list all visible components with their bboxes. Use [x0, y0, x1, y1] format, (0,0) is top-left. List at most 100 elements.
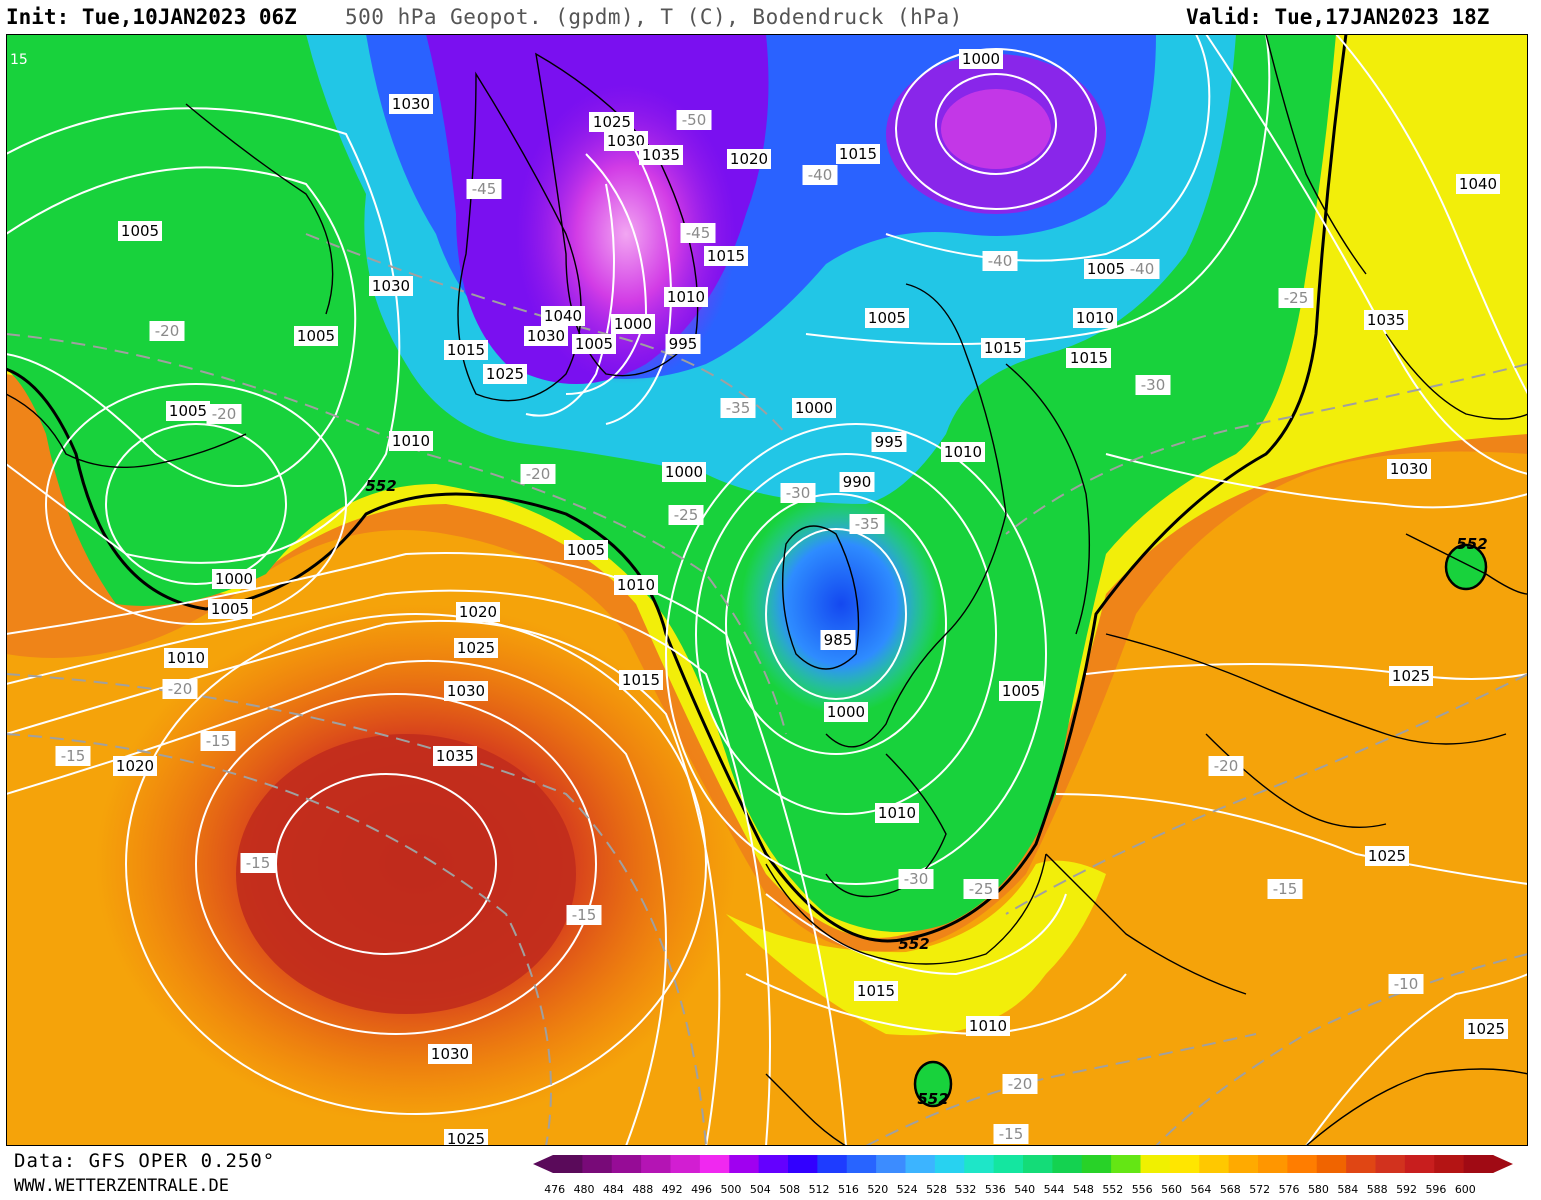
label-text: 1020 — [459, 603, 497, 621]
label-text: -25 — [969, 880, 994, 898]
colorbar-swatch — [934, 1155, 965, 1173]
colorbar-tick-label: 476 — [544, 1183, 565, 1196]
pressure-label: 1030 — [1387, 459, 1431, 479]
colorbar-tick-label: 552 — [1102, 1183, 1123, 1196]
corner-label: 15 — [10, 52, 28, 68]
label-text: 1000 — [962, 50, 1000, 68]
label-text: 1005 — [169, 402, 207, 420]
label-text: 1025 — [1467, 1020, 1505, 1038]
label-text: -15 — [999, 1125, 1024, 1143]
temperature-label: -35 — [849, 514, 885, 534]
label-background — [206, 404, 242, 424]
map-title: 500 hPa Geopot. (gpdm), T (C), Bodendruc… — [345, 5, 963, 29]
label-background — [524, 326, 568, 346]
label-background — [963, 879, 999, 899]
colorbar-swatch — [1375, 1155, 1406, 1173]
label-text: 1000 — [827, 703, 865, 721]
label-background — [664, 287, 708, 307]
label-background — [294, 326, 338, 346]
colorbar-tick-label: 528 — [926, 1183, 947, 1196]
label-text: 1040 — [1459, 175, 1497, 193]
colorbar-tick-label: 556 — [1132, 1183, 1153, 1196]
pressure-label: 995 — [871, 432, 907, 452]
colorbar-tick-label: 532 — [955, 1183, 976, 1196]
label-text: 1010 — [969, 1017, 1007, 1035]
pressure-label: 990 — [839, 472, 875, 492]
temperature-label: -25 — [1278, 288, 1314, 308]
temperature-labels: -45 -50 -45 -40 -40 -40 -25 -20 -35 -30 -20 -30 -25 -… — [55, 110, 1424, 1144]
label-text: -50 — [682, 111, 707, 129]
temperature-label: -20 — [149, 321, 185, 341]
geopotential-label-text: 552 — [1456, 535, 1487, 553]
label-background — [113, 756, 157, 776]
label-text: 1000 — [795, 399, 833, 417]
label-background — [639, 145, 683, 165]
label-text: 1030 — [607, 132, 645, 150]
colorbar-tick-label: 504 — [750, 1183, 771, 1196]
label-background — [668, 505, 704, 525]
temperature-label: -45 — [466, 179, 502, 199]
pressure-label: 1010 — [1073, 308, 1117, 328]
colorbar-right-arrow — [1493, 1155, 1513, 1173]
colorbar-tick-label: 492 — [662, 1183, 683, 1196]
colorbar-swatch — [1023, 1155, 1053, 1173]
temperature-label: -20 — [520, 464, 556, 484]
colorbar-swatch — [1052, 1155, 1083, 1173]
colorbar-tick-label: 536 — [985, 1183, 1006, 1196]
label-background — [727, 149, 771, 169]
label-text: 1005 — [567, 541, 605, 559]
pressure-label: 1005 — [208, 599, 252, 619]
temperature-label: -15 — [1267, 879, 1303, 899]
temperature-label: -40 — [802, 165, 838, 185]
label-text: -15 — [1273, 880, 1298, 898]
label-background — [704, 246, 748, 266]
pressure-label: 1025 — [1464, 1019, 1508, 1039]
label-background — [854, 981, 898, 1001]
label-text: -15 — [246, 854, 271, 872]
pressure-label: 1010 — [966, 1016, 1010, 1036]
label-background — [1364, 310, 1408, 330]
pressure-label: 1020 — [456, 602, 500, 622]
pressure-label: 1035 — [639, 145, 683, 165]
label-text: 1015 — [447, 341, 485, 359]
label-background — [118, 221, 162, 241]
colorbar-swatch — [1111, 1155, 1141, 1173]
label-text: 995 — [875, 433, 904, 451]
pressure-label: 1000 — [662, 462, 706, 482]
pressure-label: 1000 — [824, 702, 868, 722]
label-text: 1005 — [121, 222, 159, 240]
source-url-label[interactable]: WWW.WETTERZENTRALE.DE — [14, 1176, 229, 1196]
label-background — [1002, 1074, 1038, 1094]
temperature-label: -30 — [780, 483, 816, 503]
colorbar-tick-label: 512 — [809, 1183, 830, 1196]
label-background — [1067, 348, 1111, 368]
label-text: 1025 — [1392, 667, 1430, 685]
temperature-label: -35 — [720, 398, 756, 418]
label-text: 1025 — [457, 639, 495, 657]
label-text: 1010 — [167, 649, 205, 667]
colorbar-tick-label: 564 — [1190, 1183, 1211, 1196]
label-text: -10 — [1394, 975, 1419, 993]
label-text: 1025 — [593, 113, 631, 131]
temperature-label: -20 — [162, 679, 198, 699]
label-background — [824, 702, 868, 722]
colorbar-swatch — [1081, 1155, 1112, 1173]
label-text: 1040 — [544, 307, 582, 325]
label-background — [1124, 259, 1160, 279]
pressure-label: 1000 — [212, 569, 256, 589]
label-background — [433, 746, 477, 766]
label-background — [1464, 1019, 1508, 1039]
label-background — [941, 442, 985, 462]
label-text: 1025 — [447, 1130, 485, 1146]
label-background — [849, 514, 885, 534]
label-text: -30 — [1141, 376, 1166, 394]
pressure-label: 1020 — [113, 756, 157, 776]
colorbar-tick-label: 596 — [1425, 1183, 1446, 1196]
label-text: -25 — [674, 506, 699, 524]
geopotential-label: 552 — [1456, 535, 1487, 553]
label-background — [982, 251, 1018, 271]
pressure-label: 1030 — [524, 326, 568, 346]
label-background — [162, 679, 198, 699]
label-background — [212, 569, 256, 589]
label-text: -40 — [1130, 260, 1155, 278]
